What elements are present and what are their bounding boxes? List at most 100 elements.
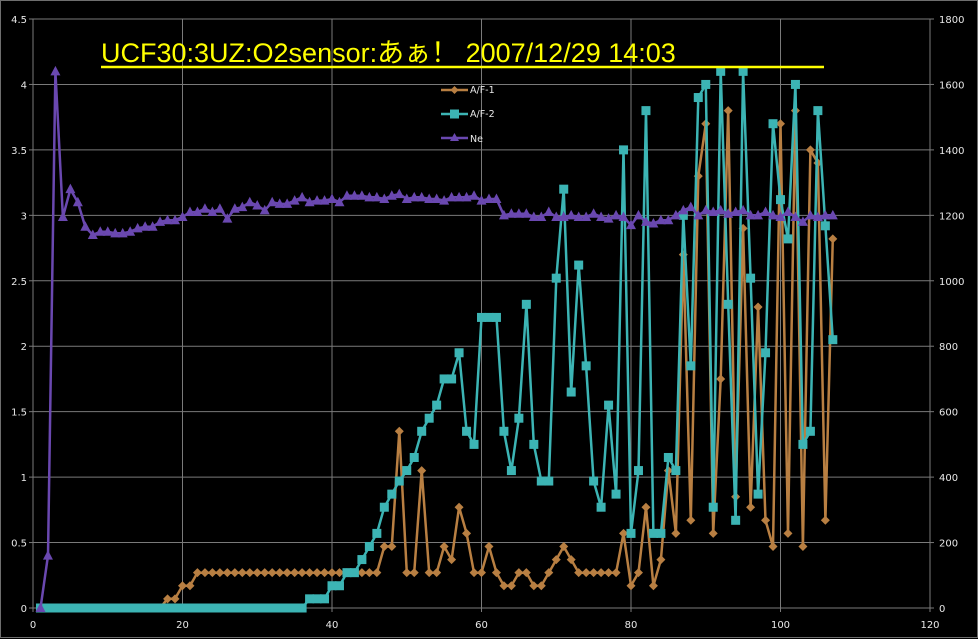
square-marker-icon bbox=[297, 603, 307, 613]
square-marker-icon bbox=[738, 66, 748, 76]
square-marker-icon bbox=[133, 603, 143, 613]
square-marker-icon bbox=[551, 273, 561, 283]
square-marker-icon bbox=[574, 260, 584, 270]
triangle-marker-icon bbox=[140, 221, 151, 231]
x-tick-label: 120 bbox=[920, 620, 939, 631]
square-marker-icon bbox=[761, 348, 771, 358]
square-marker-icon bbox=[424, 413, 434, 423]
square-marker-icon bbox=[731, 515, 741, 525]
square-marker-icon bbox=[589, 476, 599, 486]
triangle-marker-icon bbox=[805, 209, 816, 220]
triangle-marker-icon bbox=[379, 193, 390, 203]
diamond-marker-icon bbox=[320, 568, 330, 578]
triangle-marker-icon bbox=[596, 211, 607, 221]
diamond-marker-icon bbox=[312, 568, 322, 578]
triangle-marker-icon bbox=[588, 208, 599, 218]
square-marker-icon bbox=[402, 466, 412, 476]
triangle-marker-icon bbox=[446, 191, 457, 202]
diamond-marker-icon bbox=[746, 502, 756, 512]
triangle-marker-icon bbox=[708, 206, 719, 217]
triangle-marker-icon bbox=[177, 211, 188, 221]
triangle-marker-icon bbox=[117, 227, 128, 238]
triangle-marker-icon bbox=[723, 208, 734, 218]
triangle-marker-icon bbox=[80, 221, 91, 231]
triangle-marker-icon bbox=[184, 206, 195, 217]
square-marker-icon bbox=[626, 528, 636, 538]
series-a-f-1 bbox=[35, 106, 838, 613]
square-marker-icon bbox=[327, 581, 337, 591]
diamond-marker-icon bbox=[648, 581, 658, 591]
x-tick-label: 60 bbox=[475, 620, 488, 631]
diamond-marker-icon bbox=[424, 568, 434, 578]
square-marker-icon bbox=[439, 374, 449, 384]
y-tick-label: 0.5 bbox=[11, 539, 27, 550]
diamond-marker-icon bbox=[252, 568, 262, 578]
diamond-marker-icon bbox=[409, 568, 419, 578]
y-axis-right-ticks: 0 200 400 600 800 1000 1200 1400 1600 1800 bbox=[939, 15, 964, 615]
diamond-marker-icon bbox=[185, 581, 195, 591]
square-marker-icon bbox=[619, 145, 629, 155]
square-marker-icon bbox=[813, 106, 823, 116]
square-marker-icon bbox=[334, 581, 344, 591]
triangle-marker-icon bbox=[566, 209, 577, 220]
diamond-marker-icon bbox=[454, 502, 464, 512]
diamond-marker-icon bbox=[574, 568, 584, 578]
legend-label-af1: A/F-1 bbox=[470, 85, 495, 96]
diamond-marker-icon bbox=[387, 541, 397, 551]
square-marker-icon bbox=[215, 603, 225, 613]
square-marker-icon bbox=[566, 387, 576, 397]
square-marker-icon bbox=[596, 502, 606, 512]
diamond-marker-icon bbox=[776, 119, 785, 129]
square-marker-icon bbox=[454, 348, 464, 358]
diamond-marker-icon bbox=[506, 581, 516, 591]
triangle-marker-icon bbox=[95, 226, 106, 236]
square-marker-icon bbox=[723, 299, 733, 309]
diamond-marker-icon bbox=[499, 581, 509, 591]
y2-tick-label: 1400 bbox=[939, 146, 964, 157]
square-marker-icon bbox=[529, 439, 539, 449]
square-marker-icon bbox=[678, 210, 688, 220]
legend-item-ne: Ne bbox=[441, 133, 483, 145]
triangle-marker-icon bbox=[244, 196, 255, 207]
triangle-marker-icon bbox=[207, 206, 218, 217]
triangle-marker-icon bbox=[282, 198, 293, 208]
y2-tick-label: 800 bbox=[939, 342, 958, 353]
diamond-marker-icon bbox=[656, 555, 666, 565]
triangle-marker-icon bbox=[700, 204, 711, 215]
square-marker-icon bbox=[349, 568, 359, 578]
diamond-marker-icon bbox=[671, 528, 681, 538]
y-tick-label: 1.5 bbox=[11, 408, 27, 419]
triangle-marker-icon bbox=[640, 216, 651, 226]
square-marker-icon bbox=[656, 528, 666, 538]
diamond-marker-icon bbox=[372, 568, 382, 578]
diamond-marker-icon bbox=[783, 528, 793, 538]
y2-tick-label: 0 bbox=[939, 604, 945, 615]
x-tick-label: 100 bbox=[771, 620, 790, 631]
triangle-marker-icon bbox=[513, 208, 524, 218]
triangle-marker-icon bbox=[102, 226, 113, 236]
square-marker-icon bbox=[95, 603, 105, 613]
square-marker-icon bbox=[282, 603, 292, 613]
triangle-marker-icon bbox=[551, 211, 562, 221]
diamond-marker-icon bbox=[282, 568, 292, 578]
y-tick-label: 4.5 bbox=[11, 15, 27, 26]
diamond-marker-icon bbox=[798, 541, 808, 551]
y2-tick-label: 400 bbox=[939, 473, 958, 484]
square-marker-icon bbox=[245, 603, 255, 613]
diamond-marker-icon bbox=[723, 106, 733, 116]
diamond-marker-icon bbox=[536, 581, 546, 591]
square-marker-icon bbox=[80, 603, 90, 613]
legend-item-af2: A/F-2 bbox=[441, 109, 495, 120]
triangle-marker-icon bbox=[476, 195, 487, 205]
triangle-marker-icon bbox=[35, 602, 46, 612]
diamond-marker-icon bbox=[275, 568, 285, 578]
triangle-marker-icon bbox=[132, 222, 143, 233]
triangle-marker-icon bbox=[506, 208, 517, 218]
triangle-marker-icon bbox=[626, 219, 636, 230]
triangle-marker-icon bbox=[87, 229, 98, 239]
diamond-marker-icon bbox=[619, 528, 629, 538]
triangle-marker-icon bbox=[431, 193, 442, 203]
square-marker-icon bbox=[641, 106, 651, 116]
